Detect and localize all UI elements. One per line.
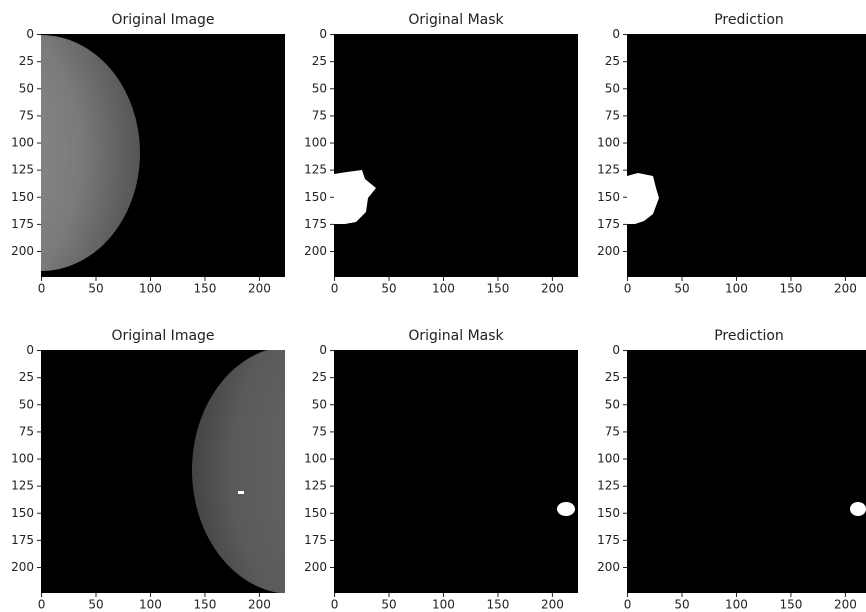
y-tick-label: 25 [605, 370, 620, 384]
y-tick-label: 100 [11, 452, 34, 466]
y-tick-label: 0 [26, 343, 34, 357]
y-tick-label: 200 [304, 560, 327, 574]
y-tick-label: 50 [19, 81, 34, 95]
y-tick-label: 75 [312, 108, 327, 122]
y-tick-label: 50 [605, 81, 620, 95]
panel-title: Original Mask [408, 328, 504, 344]
panel-title: Prediction [714, 12, 784, 28]
y-tick-label: 75 [605, 424, 620, 438]
x-tick-label: 0 [38, 598, 46, 612]
y-tick-label: 50 [312, 81, 327, 95]
figure: Original Image 0 50 100 150 200 0 25 50 75 100 125 1… [0, 0, 866, 612]
panel-title: Prediction [714, 328, 784, 344]
y-tick-label: 150 [304, 190, 327, 204]
x-tick-label: 50 [674, 282, 689, 296]
image [334, 350, 578, 593]
x-tick-label: 150 [486, 598, 509, 612]
image [627, 350, 866, 593]
x-tick-label: 150 [779, 282, 802, 296]
x-tick-label: 50 [88, 282, 103, 296]
x-tick-label: 100 [139, 282, 162, 296]
y-tick-label: 0 [26, 27, 34, 41]
x-tick-label: 100 [725, 282, 748, 296]
y-tick-label: 150 [597, 506, 620, 520]
x-tick-label: 150 [486, 282, 509, 296]
y-tick-label: 0 [319, 27, 327, 41]
y-tick-label: 0 [319, 343, 327, 357]
y-tick-label: 100 [304, 452, 327, 466]
y-tick-label: 25 [605, 54, 620, 68]
x-tick-label: 50 [381, 598, 396, 612]
y-tick-label: 100 [304, 136, 327, 150]
x-tick-label: 100 [432, 598, 455, 612]
x-tick-label: 200 [834, 598, 857, 612]
x-tick-label: 150 [193, 598, 216, 612]
y-tick-label: 175 [304, 533, 327, 547]
y-tick-label: 75 [605, 108, 620, 122]
y-tick-label: 150 [11, 506, 34, 520]
y-tick-label: 125 [597, 163, 620, 177]
y-tick-label: 125 [304, 479, 327, 493]
y-tick-label: 125 [304, 163, 327, 177]
x-tick-label: 50 [674, 598, 689, 612]
image [334, 34, 578, 277]
x-tick-label: 100 [139, 598, 162, 612]
y-tick-label: 75 [312, 424, 327, 438]
y-tick-label: 200 [304, 244, 327, 258]
x-tick-label: 50 [88, 598, 103, 612]
x-tick-label: 200 [834, 282, 857, 296]
x-tick-label: 0 [38, 282, 46, 296]
y-tick-label: 200 [11, 560, 34, 574]
x-tick-label: 0 [331, 282, 339, 296]
x-tick-label: 100 [432, 282, 455, 296]
x-tick-label: 0 [624, 598, 632, 612]
y-tick-label: 175 [304, 217, 327, 231]
y-tick-label: 75 [19, 108, 34, 122]
x-tick-label: 200 [248, 598, 271, 612]
panel-title: Original Image [111, 328, 214, 344]
y-tick-label: 50 [312, 397, 327, 411]
y-tick-label: 175 [597, 533, 620, 547]
y-tick-label: 25 [312, 370, 327, 384]
x-tick-label: 0 [624, 282, 632, 296]
y-tick-label: 50 [605, 397, 620, 411]
y-tick-label: 0 [612, 343, 620, 357]
y-tick-label: 150 [11, 190, 34, 204]
y-tick-label: 25 [19, 54, 34, 68]
x-tick-label: 100 [725, 598, 748, 612]
panel-title: Original Image [111, 12, 214, 28]
y-tick-label: 175 [11, 533, 34, 547]
y-tick-label: 25 [312, 54, 327, 68]
prediction-blob [850, 502, 866, 516]
image [627, 34, 866, 277]
y-tick-label: 75 [19, 424, 34, 438]
x-tick-label: 200 [248, 282, 271, 296]
mask-blob [557, 502, 575, 516]
x-tick-label: 150 [193, 282, 216, 296]
y-tick-label: 200 [11, 244, 34, 258]
y-tick-label: 150 [304, 506, 327, 520]
y-tick-label: 25 [19, 370, 34, 384]
y-tick-label: 200 [597, 560, 620, 574]
y-tick-label: 125 [597, 479, 620, 493]
images [0, 34, 866, 594]
x-tick-label: 150 [779, 598, 802, 612]
y-tick-label: 100 [597, 136, 620, 150]
x-tick-label: 200 [541, 598, 564, 612]
y-tick-label: 50 [19, 397, 34, 411]
y-tick-label: 125 [11, 479, 34, 493]
y-tick-label: 0 [612, 27, 620, 41]
y-tick-label: 100 [597, 452, 620, 466]
x-tick-label: 50 [381, 282, 396, 296]
panel-title: Original Mask [408, 12, 504, 28]
x-tick-label: 0 [331, 598, 339, 612]
y-tick-label: 125 [11, 163, 34, 177]
y-tick-label: 175 [11, 217, 34, 231]
spot [238, 491, 244, 494]
y-tick-label: 200 [597, 244, 620, 258]
y-tick-label: 150 [597, 190, 620, 204]
y-tick-label: 175 [597, 217, 620, 231]
x-tick-label: 200 [541, 282, 564, 296]
y-tick-label: 100 [11, 136, 34, 150]
